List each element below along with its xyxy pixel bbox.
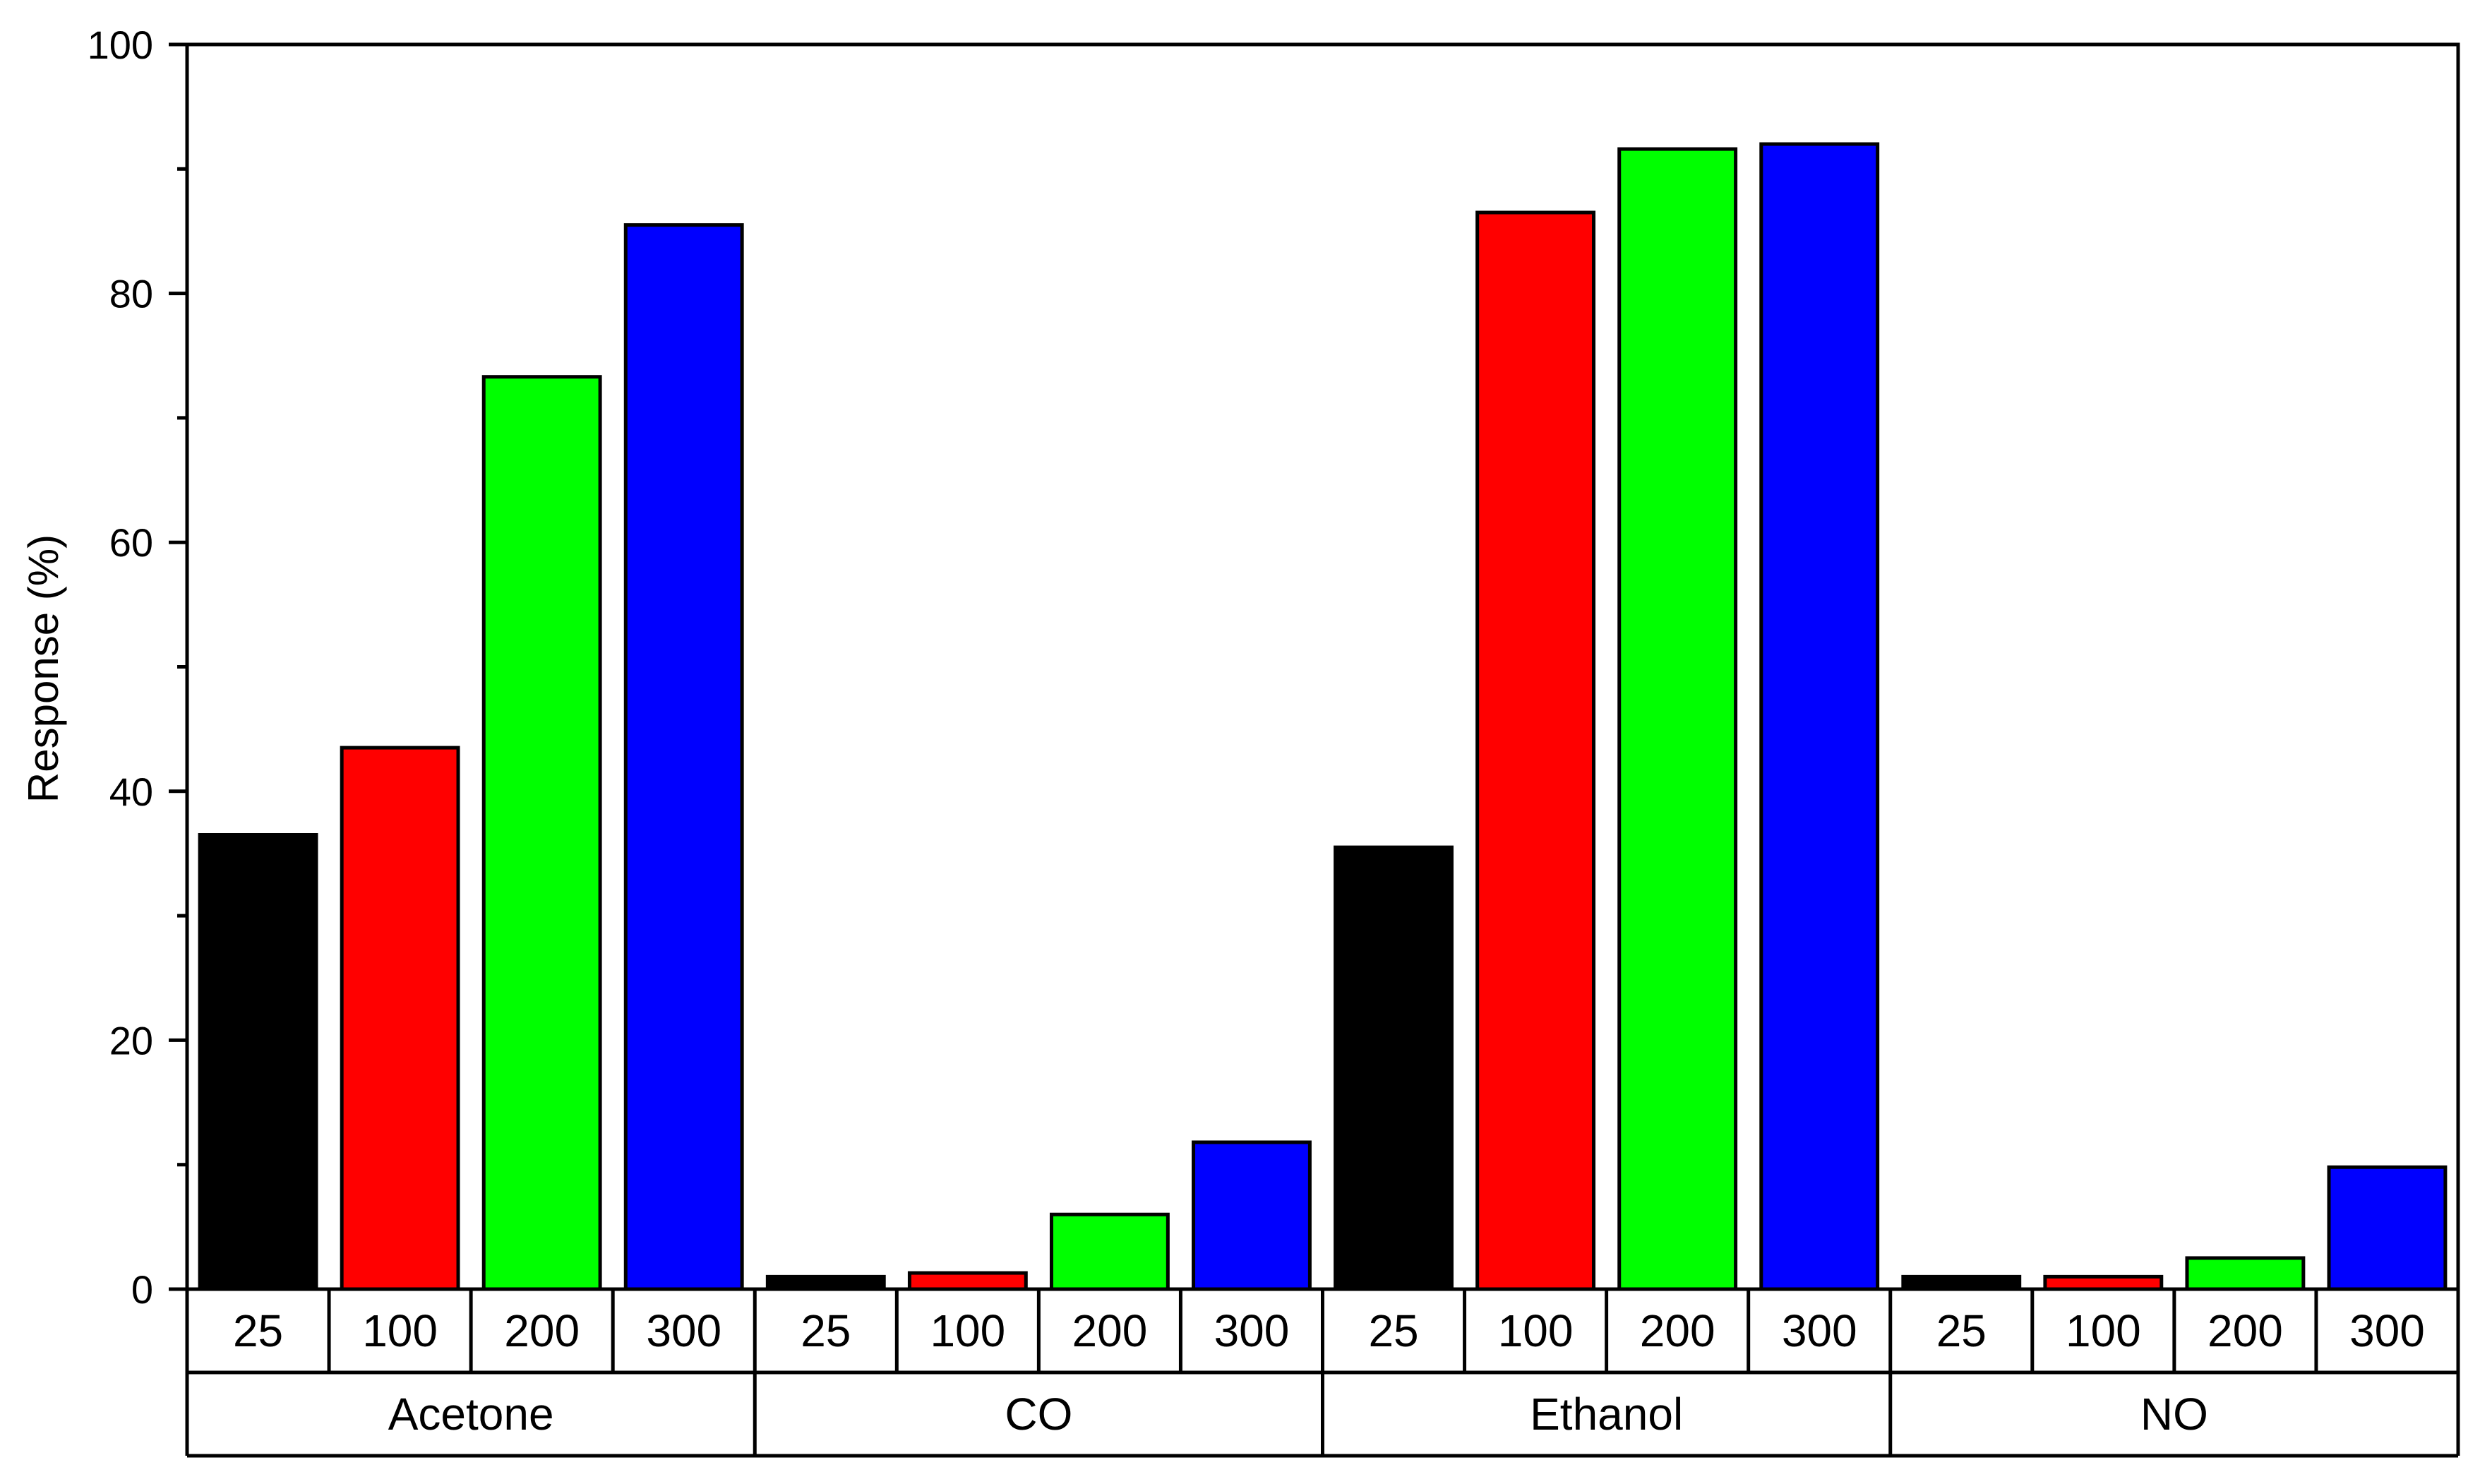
subcategory-label: 100 <box>362 1305 438 1356</box>
bar-co-200 <box>1049 1212 1170 1291</box>
subcategory-label: 100 <box>1498 1305 1574 1356</box>
bar-ethanol-300 <box>1759 142 1880 1291</box>
bar-no-25 <box>1901 1274 2022 1291</box>
y-tick-label: 100 <box>88 23 153 67</box>
bar-acetone-300 <box>623 223 744 1291</box>
bar-ethanol-100 <box>1475 210 1596 1291</box>
subcategory-label: 100 <box>930 1305 1005 1356</box>
y-tick-label: 0 <box>131 1267 153 1312</box>
bar-co-100 <box>907 1271 1028 1291</box>
group-label-co: CO <box>1005 1389 1072 1440</box>
bar-no-200 <box>2185 1256 2306 1291</box>
y-tick-label: 60 <box>109 520 153 565</box>
group-label-acetone: Acetone <box>388 1389 554 1440</box>
bar-acetone-25 <box>198 833 318 1291</box>
subcategory-label: 25 <box>233 1305 283 1356</box>
subcategory-label: 200 <box>1640 1305 1715 1356</box>
bar-co-300 <box>1192 1140 1312 1291</box>
bar-no-300 <box>2327 1165 2448 1291</box>
subcategory-label: 300 <box>2349 1305 2425 1356</box>
subcategory-label: 25 <box>1936 1305 1987 1356</box>
subcategory-label: 300 <box>1782 1305 1857 1356</box>
subcategory-label: 25 <box>1368 1305 1418 1356</box>
bar-no-100 <box>2043 1274 2164 1291</box>
group-label-ethanol: Ethanol <box>1530 1389 1683 1440</box>
subcategory-label: 200 <box>1072 1305 1148 1356</box>
y-axis-title: Response (%) <box>20 534 67 803</box>
subcategory-label: 100 <box>2066 1305 2141 1356</box>
y-tick-label: 80 <box>109 272 153 316</box>
bar-ethanol-25 <box>1334 845 1454 1291</box>
subcategory-label: 200 <box>2208 1305 2283 1356</box>
bar-acetone-100 <box>340 746 460 1291</box>
subcategory-label: 300 <box>1214 1305 1290 1356</box>
subcategory-label: 200 <box>504 1305 580 1356</box>
subcategory-label: 25 <box>801 1305 851 1356</box>
bar-ethanol-200 <box>1617 147 1738 1291</box>
y-tick-label: 20 <box>109 1018 153 1063</box>
y-tick-label: 40 <box>109 770 153 814</box>
bar-acetone-200 <box>481 375 602 1291</box>
subcategory-label: 300 <box>646 1305 721 1356</box>
group-label-no: NO <box>2140 1389 2208 1440</box>
bar-co-25 <box>765 1274 886 1291</box>
